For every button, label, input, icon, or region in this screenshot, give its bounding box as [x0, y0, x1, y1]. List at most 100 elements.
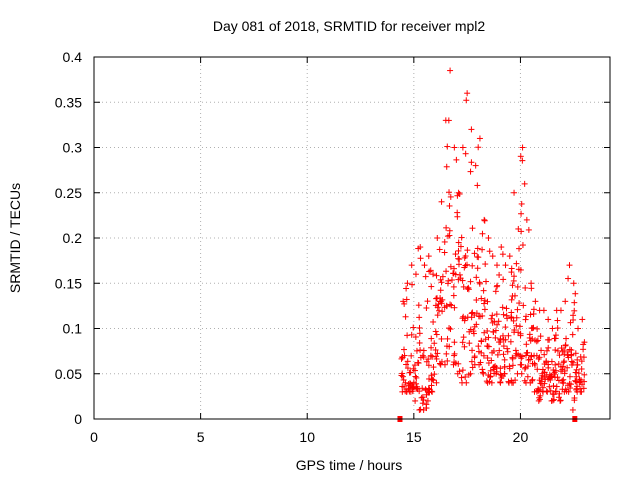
- data-point: [455, 255, 462, 262]
- data-point: [419, 400, 426, 407]
- data-point: [560, 359, 567, 366]
- data-point: [450, 270, 457, 277]
- data-point: [459, 367, 466, 374]
- data-point: [497, 365, 504, 372]
- data-point: [425, 356, 432, 363]
- data-point: [455, 276, 462, 283]
- data-point: [528, 280, 535, 287]
- data-point: [518, 210, 525, 217]
- data-point: [485, 334, 492, 341]
- data-point: [431, 340, 438, 347]
- x-tick-label: 0: [90, 429, 98, 445]
- data-point: [527, 311, 534, 318]
- data-point: [570, 280, 577, 287]
- data-point: [471, 353, 478, 360]
- data-point: [577, 353, 584, 360]
- data-point: [428, 344, 435, 351]
- data-point: [433, 355, 440, 362]
- data-point: [408, 262, 415, 269]
- data-point: [552, 332, 559, 339]
- data-point: [469, 347, 476, 354]
- data-point: [424, 397, 431, 404]
- data-point: [465, 284, 472, 291]
- data-point: [561, 358, 568, 365]
- data-point: [429, 353, 436, 360]
- data-point: [451, 339, 458, 346]
- data-point: [566, 373, 573, 380]
- y-tick-label: 0.1: [63, 321, 83, 337]
- data-point: [570, 312, 577, 319]
- data-point: [536, 354, 543, 361]
- data-point: [467, 326, 474, 333]
- data-point: [404, 358, 411, 365]
- data-point: [441, 361, 448, 368]
- data-point: [569, 331, 576, 338]
- data-point: [525, 363, 532, 370]
- data-point: [501, 356, 508, 363]
- data-point: [499, 304, 506, 311]
- data-point: [560, 380, 567, 387]
- data-point: [506, 253, 513, 260]
- data-point: [553, 383, 560, 390]
- data-point: [566, 262, 573, 269]
- data-point: [515, 351, 522, 358]
- data-point: [541, 351, 548, 358]
- data-point: [557, 397, 564, 404]
- data-point: [416, 388, 423, 395]
- data-point: [464, 285, 471, 292]
- data-point: [466, 340, 473, 347]
- data-point: [433, 331, 440, 338]
- data-point: [562, 298, 569, 305]
- data-point: [409, 281, 416, 288]
- x-tick-label: 15: [406, 429, 422, 445]
- data-point: [566, 380, 573, 387]
- data-point: [536, 386, 543, 393]
- data-point: [445, 117, 452, 124]
- data-point: [413, 347, 420, 354]
- data-point: [498, 244, 505, 251]
- data-point: [510, 379, 517, 386]
- data-point: [500, 276, 507, 283]
- data-point: [431, 371, 438, 378]
- data-point: [518, 355, 525, 362]
- data-point: [438, 198, 445, 205]
- data-point: [473, 297, 480, 304]
- data-point: [519, 242, 526, 249]
- data-point: [416, 339, 423, 346]
- data-point: [493, 262, 500, 269]
- data-point: [517, 153, 524, 160]
- data-point: [575, 325, 582, 332]
- data-point: [523, 341, 530, 348]
- data-point: [443, 163, 450, 170]
- data-point: [415, 360, 422, 367]
- data-point: [523, 216, 530, 223]
- data-point: [534, 366, 541, 373]
- data-point: [410, 324, 417, 331]
- data-point: [404, 280, 411, 287]
- data-point: [450, 361, 457, 368]
- data-point: [430, 364, 437, 371]
- data-point: [511, 327, 518, 334]
- data-point: [427, 352, 434, 359]
- data-point: [514, 283, 521, 290]
- data-point: [459, 339, 466, 346]
- data-point: [571, 299, 578, 306]
- data-point: [494, 351, 501, 358]
- data-point: [460, 283, 467, 290]
- data-point: [448, 302, 455, 309]
- data-point: [439, 308, 446, 315]
- data-point: [416, 314, 423, 321]
- data-point: [475, 348, 482, 355]
- data-point: [580, 341, 587, 348]
- data-point: [488, 379, 495, 386]
- data-point: [496, 347, 503, 354]
- data-point: [446, 227, 453, 234]
- data-point: [527, 379, 534, 386]
- data-point: [511, 273, 518, 280]
- data-point: [555, 394, 562, 401]
- data-point: [478, 338, 485, 345]
- data-point: [572, 290, 579, 297]
- data-point: [489, 312, 496, 319]
- data-point: [448, 277, 455, 284]
- data-point: [573, 366, 580, 373]
